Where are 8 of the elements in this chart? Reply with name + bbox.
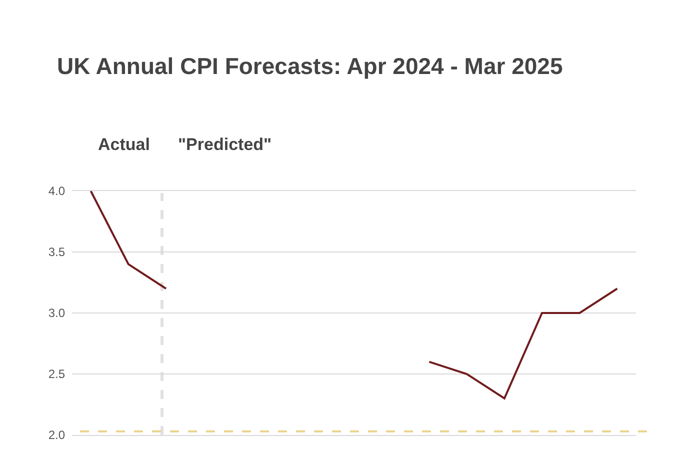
y-tick-label: 2.5 bbox=[48, 367, 66, 382]
y-tick-label: 3.0 bbox=[48, 306, 66, 320]
y-tick-label: 3.5 bbox=[48, 245, 66, 260]
text: Actual bbox=[98, 135, 150, 154]
text: "Predicted" bbox=[178, 135, 272, 154]
chart-title: UK Annual CPI Forecasts: Apr 2024 - Mar 2025 bbox=[57, 53, 563, 80]
y-tick-label: 4.0 bbox=[48, 184, 66, 198]
y-tick-label: 2.0 bbox=[48, 428, 66, 442]
